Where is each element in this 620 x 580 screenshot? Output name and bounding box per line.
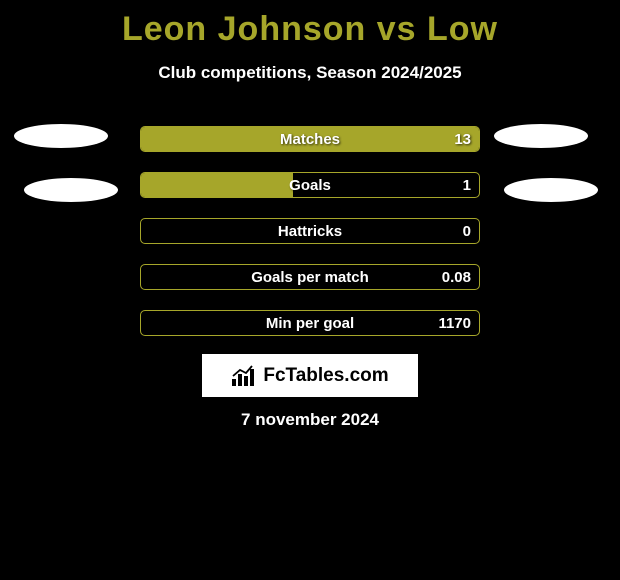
stat-label: Min per goal [141,311,479,335]
stat-value: 13 [454,127,471,151]
stat-row-matches: Matches 13 [140,126,480,152]
logo: FcTables.com [202,354,418,397]
stat-label: Goals [141,173,479,197]
stat-value: 1 [463,173,471,197]
stat-label: Goals per match [141,265,479,289]
page-title: Leon Johnson vs Low [0,0,620,49]
date-text: 7 november 2024 [0,410,620,430]
logo-text: FcTables.com [263,365,388,387]
stat-value: 0 [463,219,471,243]
avatar-right-1 [494,124,588,148]
stat-value: 1170 [438,311,471,335]
stat-row-min-per-goal: Min per goal 1170 [140,310,480,336]
chart-icon [231,365,257,387]
stats-container: Matches 13 Goals 1 Hattricks 0 Goals per… [140,126,480,356]
stat-row-hattricks: Hattricks 0 [140,218,480,244]
stat-label: Matches [141,127,479,151]
avatar-left-1 [14,124,108,148]
avatar-right-2 [504,178,598,202]
stat-row-goals-per-match: Goals per match 0.08 [140,264,480,290]
avatar-left-2 [24,178,118,202]
stat-row-goals: Goals 1 [140,172,480,198]
stat-value: 0.08 [442,265,471,289]
subtitle: Club competitions, Season 2024/2025 [0,63,620,83]
stat-label: Hattricks [141,219,479,243]
